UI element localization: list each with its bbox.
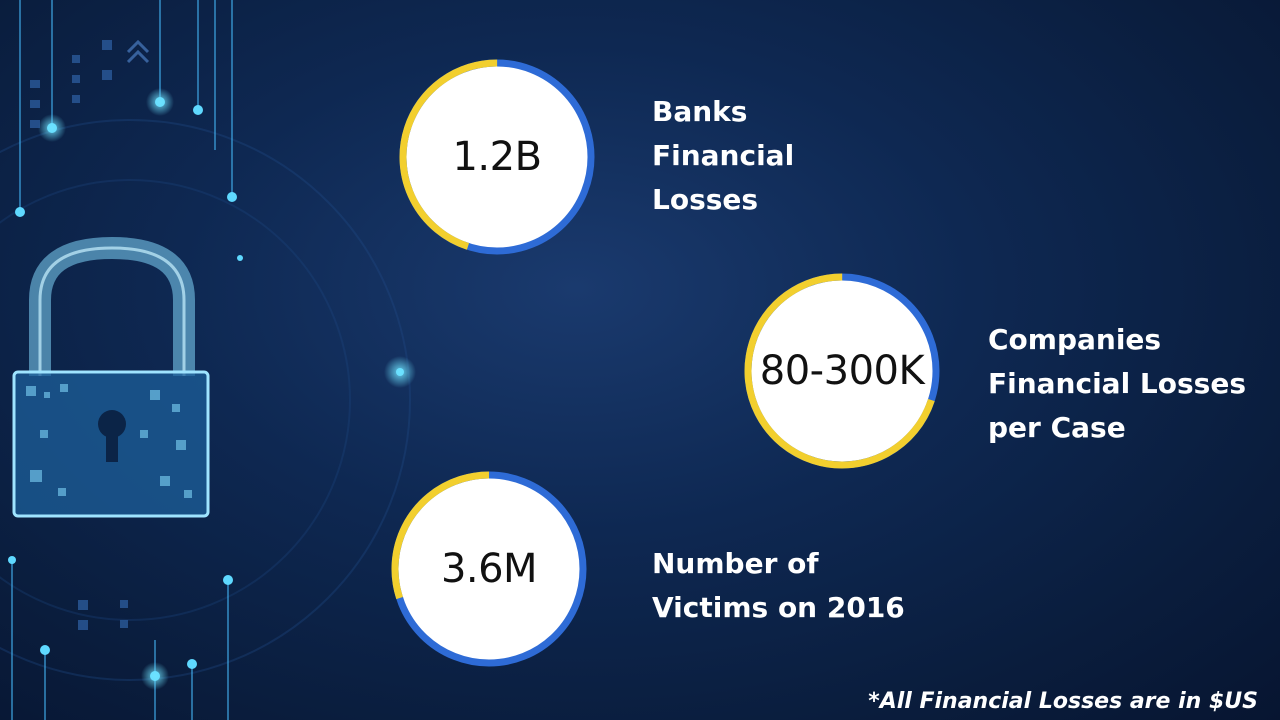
stat-label-line: per Case <box>988 411 1126 444</box>
stat-label-line: Companies <box>988 323 1162 356</box>
stat-circle-victims: 3.6M <box>389 469 589 669</box>
footnote: *All Financial Losses are in $US <box>868 689 1258 714</box>
stat-value: 80-300K <box>759 348 925 394</box>
stat-label-line: Financial <box>652 139 795 172</box>
circle-fill <box>751 280 933 462</box>
circle-fill <box>398 478 580 660</box>
stat-label-line: Losses <box>652 183 759 216</box>
progress-ring <box>391 471 587 667</box>
circle-fill <box>406 66 588 248</box>
stat-label-victims: Number of Victims on 2016 <box>652 542 905 630</box>
stat-label-line: Victims on 2016 <box>652 591 905 624</box>
stat-label-line: Financial Losses <box>988 367 1246 400</box>
padlock-icon <box>12 236 210 518</box>
stat-circle-banks: 1.2B <box>397 57 597 257</box>
stat-label-line: Banks <box>652 95 748 128</box>
stat-label-line: Number of <box>652 547 819 580</box>
ring-yellow-arc <box>399 59 595 255</box>
stat-circle-companies: 80-300K <box>742 271 942 471</box>
stat-value: 1.2B <box>452 134 542 180</box>
stat-label-companies: Companies Financial Losses per Case <box>988 318 1246 450</box>
progress-ring <box>744 273 940 469</box>
ring-yellow-arc <box>744 273 940 469</box>
circuit-background <box>0 0 416 720</box>
stat-value: 3.6M <box>440 546 538 592</box>
progress-ring <box>399 59 595 255</box>
stat-label-banks: Banks Financial Losses <box>652 90 794 222</box>
